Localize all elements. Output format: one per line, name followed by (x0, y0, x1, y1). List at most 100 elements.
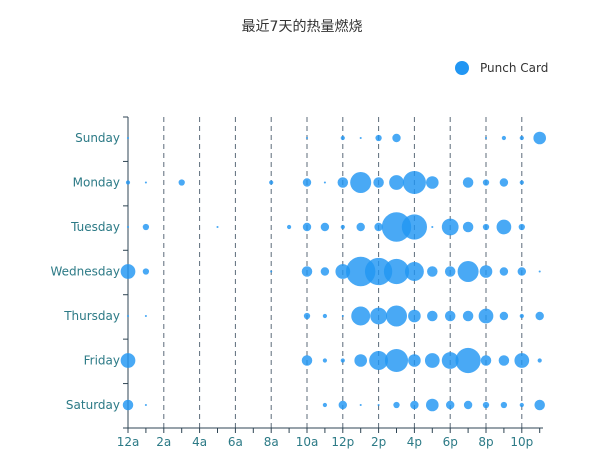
data-point (482, 223, 490, 231)
data-point (538, 270, 541, 273)
data-point (386, 305, 407, 327)
data-point (441, 218, 459, 236)
data-point (426, 176, 439, 189)
data-point (463, 400, 473, 410)
data-point (424, 353, 440, 368)
x-axis-label: 12a (117, 435, 140, 449)
data-point (519, 180, 524, 185)
data-point (359, 136, 362, 140)
data-point (370, 307, 387, 325)
x-axis-label: 12p (331, 435, 354, 449)
data-point (351, 306, 371, 326)
data-point (301, 266, 313, 277)
data-point (375, 134, 382, 142)
data-point (514, 353, 530, 368)
y-axis-label: Wednesday (51, 265, 120, 279)
data-point (401, 214, 427, 240)
data-point (501, 135, 506, 141)
data-point (126, 136, 130, 140)
data-point (499, 178, 509, 187)
x-axis-label: 2p (371, 435, 386, 449)
data-point (444, 310, 456, 322)
data-point (377, 403, 380, 407)
data-point (393, 401, 400, 409)
data-point (340, 358, 345, 363)
x-axis-label: 10p (510, 435, 533, 449)
data-point (392, 133, 401, 143)
data-point (479, 265, 493, 278)
data-point (340, 135, 345, 141)
data-point (374, 222, 383, 232)
data-point (322, 402, 327, 408)
data-points (120, 131, 546, 412)
legend-marker-icon (455, 61, 469, 75)
data-point (478, 308, 494, 324)
data-point (302, 178, 312, 187)
data-point (354, 354, 368, 367)
data-point (356, 222, 365, 232)
x-axis-labels: 12a 2a 4a 6a 8a 10a 12p 2p 4p 6p 8p 10p (117, 435, 534, 449)
data-point (402, 170, 426, 195)
data-point (125, 180, 131, 185)
data-point (126, 225, 130, 229)
x-axis-label: 4p (407, 435, 422, 449)
data-point (408, 309, 421, 323)
data-point (404, 262, 424, 281)
data-point (431, 225, 434, 229)
data-point (269, 180, 274, 185)
data-point (359, 403, 362, 407)
data-point (381, 212, 412, 242)
data-point (322, 313, 327, 319)
y-axis-labels: Saturday Friday Thursday Wednesday Tuesday Mo… (51, 131, 120, 412)
data-point (337, 177, 349, 188)
data-point (480, 355, 492, 366)
data-point (287, 224, 292, 230)
data-point (126, 314, 130, 318)
data-point (457, 261, 479, 282)
data-point (462, 221, 474, 233)
data-point (364, 257, 393, 286)
data-point (301, 355, 313, 366)
legend-label: Punch Card (480, 61, 549, 75)
data-point (427, 266, 438, 277)
data-point (462, 177, 474, 188)
legend[interactable]: Punch Card (455, 61, 548, 75)
data-point (484, 136, 488, 140)
data-point (178, 179, 185, 186)
data-point (410, 400, 419, 410)
data-point (441, 352, 459, 369)
data-point (496, 219, 512, 235)
y-axis-label: Saturday (66, 398, 120, 412)
data-point (323, 181, 326, 184)
x-axis-label: 10a (296, 435, 319, 449)
y-axis-label: Monday (73, 176, 120, 190)
data-point (517, 267, 526, 276)
data-point (373, 177, 384, 188)
x-axis-label: 8p (478, 435, 493, 449)
data-point (533, 131, 546, 145)
data-point (320, 267, 330, 276)
x-axis-label: 6p (443, 435, 458, 449)
data-point (518, 223, 525, 231)
data-point (142, 223, 150, 231)
data-point (427, 310, 438, 322)
data-point (305, 136, 309, 140)
x-axis-label: 8a (264, 435, 279, 449)
data-point (408, 354, 421, 367)
data-point (384, 348, 409, 373)
data-point (499, 267, 509, 276)
data-point (350, 172, 372, 193)
x-axis-label: 4a (192, 435, 207, 449)
data-point (142, 268, 150, 275)
y-axis-label: Sunday (75, 131, 120, 145)
data-point (144, 181, 147, 184)
data-point (383, 258, 410, 285)
data-point (537, 358, 542, 363)
data-point (499, 311, 509, 321)
data-point (446, 400, 455, 410)
data-point (120, 264, 136, 279)
x-axis-label: 6a (228, 435, 243, 449)
data-point (535, 311, 544, 321)
data-point (482, 401, 490, 409)
